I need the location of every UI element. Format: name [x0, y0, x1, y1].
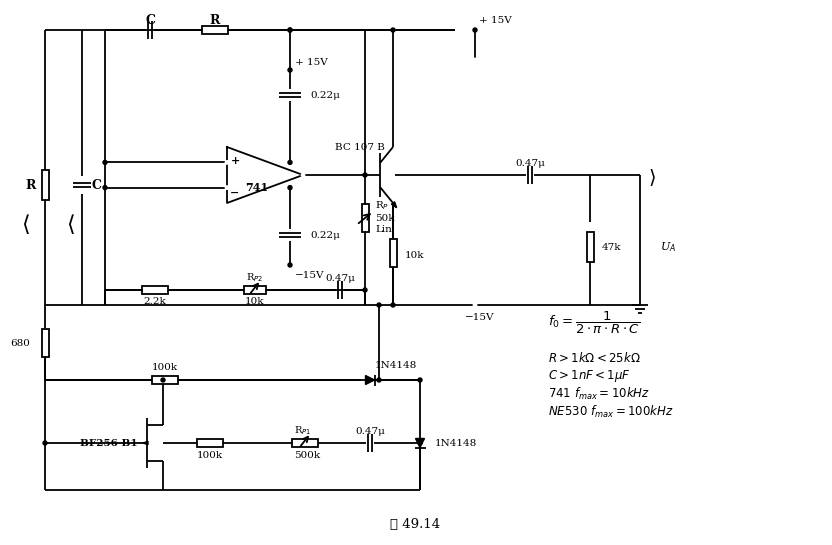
- Text: 图 49.14: 图 49.14: [390, 518, 440, 531]
- Text: 500k: 500k: [294, 451, 320, 459]
- Circle shape: [391, 28, 395, 32]
- Circle shape: [363, 288, 367, 292]
- Text: 10k: 10k: [245, 298, 265, 306]
- Text: 47k: 47k: [602, 243, 622, 251]
- Text: BC 107 B: BC 107 B: [335, 142, 385, 152]
- Text: R$_{P1}$: R$_{P1}$: [295, 425, 312, 438]
- Text: 0.22μ: 0.22μ: [310, 231, 340, 239]
- Text: C: C: [91, 179, 101, 191]
- Circle shape: [103, 186, 107, 190]
- Circle shape: [363, 173, 367, 177]
- Bar: [142, 286, 168, 294]
- Bar: [389, 239, 397, 267]
- Bar: [361, 204, 369, 232]
- Bar: [197, 439, 223, 447]
- Text: 0.47μ: 0.47μ: [355, 427, 385, 435]
- Bar: [42, 170, 48, 200]
- Text: $f_0 = \dfrac{1}{2 \cdot \pi \cdot R \cdot C}$: $f_0 = \dfrac{1}{2 \cdot \pi \cdot R \cd…: [548, 310, 640, 336]
- Circle shape: [225, 186, 229, 189]
- Circle shape: [161, 378, 165, 382]
- Text: BF256 B1: BF256 B1: [80, 439, 137, 447]
- Polygon shape: [143, 441, 148, 445]
- Text: 0.22μ: 0.22μ: [310, 90, 340, 100]
- Text: + 15V: + 15V: [295, 58, 328, 66]
- Text: 0.47μ: 0.47μ: [515, 159, 545, 167]
- Text: + 15V: + 15V: [479, 15, 512, 25]
- Text: ⟩: ⟩: [648, 168, 656, 186]
- Text: 2.2k: 2.2k: [144, 298, 166, 306]
- Circle shape: [391, 303, 395, 307]
- Text: $NE530\ f_{max} = 100kHz$: $NE530\ f_{max} = 100kHz$: [548, 404, 674, 420]
- Text: U$_A$: U$_A$: [660, 240, 676, 254]
- Circle shape: [288, 263, 292, 267]
- Text: 10k: 10k: [405, 251, 424, 259]
- Circle shape: [288, 160, 292, 165]
- Circle shape: [418, 441, 422, 445]
- Text: 1N4148: 1N4148: [375, 361, 418, 371]
- Circle shape: [103, 160, 107, 165]
- Text: $741\ f_{max} = 10kHz$: $741\ f_{max} = 10kHz$: [548, 386, 650, 402]
- Text: +: +: [230, 154, 240, 166]
- Text: R: R: [26, 179, 36, 191]
- Bar: [42, 329, 48, 357]
- Text: $C > 1nF < 1\mu F$: $C > 1nF < 1\mu F$: [548, 368, 631, 384]
- Circle shape: [301, 173, 305, 177]
- Circle shape: [377, 378, 381, 382]
- Text: R$_P$: R$_P$: [375, 199, 389, 213]
- Text: R$_{P2}$: R$_{P2}$: [246, 271, 264, 284]
- Circle shape: [288, 68, 292, 72]
- Circle shape: [43, 441, 47, 445]
- Text: ⟨: ⟨: [21, 214, 29, 236]
- Circle shape: [225, 161, 229, 164]
- Text: 1N4148: 1N4148: [435, 439, 478, 447]
- Text: ⟨: ⟨: [66, 214, 74, 236]
- Text: −15V: −15V: [295, 270, 324, 280]
- Text: $R > 1k\Omega < 25k\Omega$: $R > 1k\Omega < 25k\Omega$: [548, 351, 641, 365]
- Bar: [244, 286, 266, 294]
- Bar: [292, 439, 318, 447]
- Text: 741: 741: [245, 181, 269, 192]
- Text: Lin: Lin: [375, 225, 392, 233]
- Polygon shape: [391, 202, 397, 208]
- Text: 50k: 50k: [375, 214, 394, 222]
- Circle shape: [377, 303, 381, 307]
- Text: −: −: [230, 186, 240, 197]
- Bar: [202, 26, 228, 34]
- Text: −15V: −15V: [465, 312, 494, 322]
- Text: 0.47μ: 0.47μ: [325, 274, 355, 282]
- Circle shape: [473, 304, 477, 306]
- Polygon shape: [365, 376, 374, 385]
- Text: R: R: [210, 14, 220, 27]
- Circle shape: [473, 58, 477, 62]
- Circle shape: [288, 186, 292, 190]
- Text: 100k: 100k: [152, 364, 178, 372]
- Polygon shape: [415, 439, 424, 447]
- Bar: [587, 232, 593, 262]
- Text: C: C: [145, 14, 155, 27]
- Text: 680: 680: [10, 338, 30, 348]
- Circle shape: [473, 28, 477, 32]
- Circle shape: [418, 378, 422, 382]
- Bar: [152, 376, 178, 384]
- Circle shape: [288, 28, 292, 32]
- Text: 100k: 100k: [197, 451, 223, 459]
- Circle shape: [288, 28, 292, 32]
